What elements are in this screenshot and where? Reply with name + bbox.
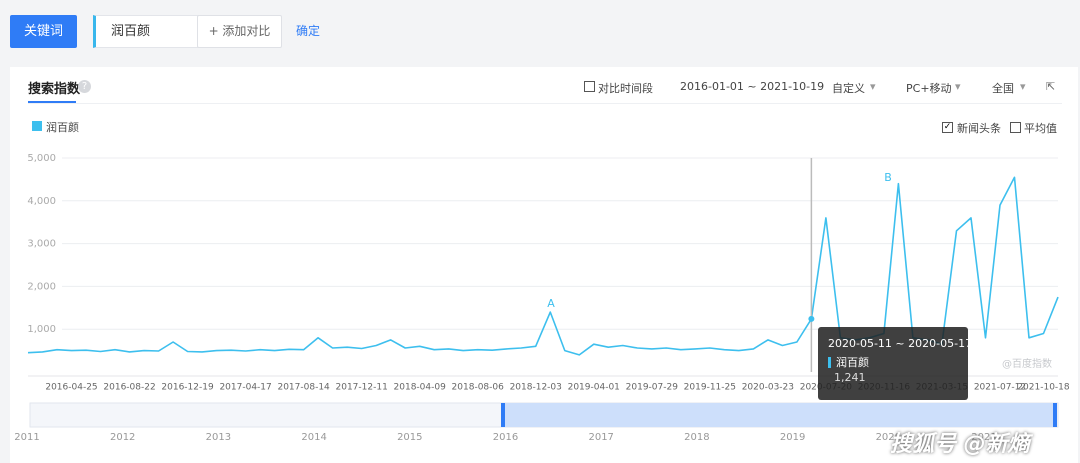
x-tick-label: 2019-11-25 [684, 383, 736, 393]
navigator-year: 2011 [14, 432, 39, 443]
custom-select[interactable]: 自定义 [832, 82, 865, 95]
legend-swatch [32, 121, 42, 131]
legend-label[interactable]: 润百颜 [46, 121, 79, 134]
region-select[interactable]: 全国 [992, 82, 1014, 95]
navigator-selection[interactable] [503, 403, 1056, 427]
y-tick-label: 5,000 [27, 153, 56, 164]
watermark: 搜狐号 @新熵 [890, 432, 1030, 457]
y-tick-label: 1,000 [27, 324, 56, 335]
tab-underline [28, 101, 76, 103]
annotation[interactable]: A [547, 297, 555, 310]
tab[interactable]: 搜索指数 [28, 82, 81, 97]
x-tick-label: 2019-04-01 [568, 383, 620, 393]
tooltip-title: 2020-05-11 ~ 2020-05-17 [828, 337, 972, 350]
x-tick-label: 2016-08-22 [103, 383, 155, 393]
tooltip-series: 润百颜 [836, 355, 869, 369]
x-tick-label: 2016-12-19 [161, 383, 214, 393]
checkbox[interactable] [584, 81, 595, 92]
keyword-button[interactable]: 关键词 [10, 15, 77, 48]
compare-period[interactable]: 对比时间段 [598, 82, 653, 95]
tooltip-box [818, 327, 968, 400]
help-icon[interactable]: ? [78, 80, 91, 93]
line [27, 176, 1059, 356]
navigator-year: 2017 [588, 432, 613, 443]
device-select[interactable]: PC+移动 [906, 82, 952, 95]
x-tick-label: 2020-03-23 [742, 383, 794, 393]
navigator-year: 2015 [397, 432, 422, 443]
date-range[interactable]: 2016-01-01 ~ 2021-10-19 [680, 80, 825, 93]
y-tick-label: 2,000 [27, 281, 56, 292]
navigator-year: 2012 [110, 432, 135, 443]
x-tick-label: 2019-07-29 [626, 383, 679, 393]
navigator-year: 2019 [780, 432, 805, 443]
checkbox-checked[interactable]: ✓ [942, 122, 953, 133]
navigator-year: 2013 [206, 432, 231, 443]
annotation[interactable]: B [884, 171, 892, 184]
x-tick-label: 2017-12-11 [336, 383, 388, 393]
navigator-year: 2018 [684, 432, 709, 443]
navigator-handle[interactable] [501, 403, 505, 427]
news-headline[interactable]: 新闻头条 [957, 122, 1001, 135]
x-tick-label: 2018-08-06 [452, 383, 505, 393]
dropdown-dot: ▾ [1020, 80, 1026, 93]
source-watermark: @百度指数 [1002, 357, 1052, 370]
x-tick-label: 2016-04-25 [45, 383, 97, 393]
separator [28, 103, 1062, 104]
navigator-year: 2014 [301, 432, 326, 443]
x-tick-label: 2018-04-09 [394, 383, 447, 393]
dropdown-dot: ▾ [955, 80, 961, 93]
tooltip: 2020-05-11 ~ 2020-05-17 润百颜 1,241 [818, 327, 972, 400]
confirm-link[interactable]: 确定 [296, 24, 321, 38]
navigator-year: 2016 [493, 432, 518, 443]
navigator-year: 2021 [971, 432, 996, 443]
tooltip-value: 1,241 [834, 371, 866, 384]
dropdown-dot: ▾ [870, 80, 876, 93]
checkbox[interactable] [1010, 122, 1021, 133]
navigator-year: 2020 [876, 432, 901, 443]
keyword-input[interactable]: 润百颜 [93, 15, 202, 48]
y-tick-label: 3,000 [27, 239, 56, 250]
navigator-handle[interactable] [1053, 403, 1057, 427]
tooltip-swatch [828, 357, 831, 368]
x-tick-label: 2017-08-14 [277, 383, 330, 393]
y-tick-label: 4,000 [27, 196, 56, 207]
share-icon[interactable]: ⇱ [1046, 80, 1056, 93]
x-tick-label: 2021-10-18 [1017, 383, 1070, 393]
x-tick-label: 2017-04-17 [219, 383, 271, 393]
average[interactable]: 平均值 [1024, 122, 1057, 135]
x-tick-label: 2018-12-03 [510, 383, 562, 393]
x-tick-label: 2021-07-12 [974, 383, 1026, 393]
add-compare-button[interactable]: + 添加对比 [197, 15, 282, 48]
hover-point [808, 315, 815, 322]
